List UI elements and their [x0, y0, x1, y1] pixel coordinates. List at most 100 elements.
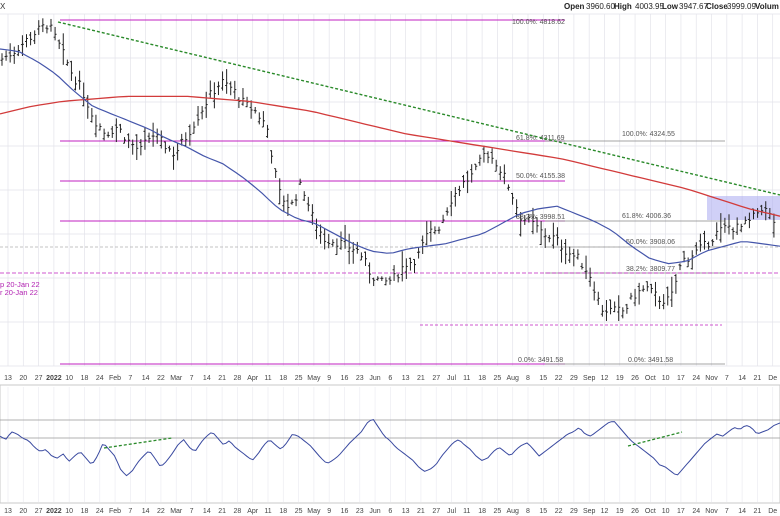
x-tick-label: 27: [432, 375, 440, 382]
fib-label-2: 50.0%: 3908.06: [626, 239, 675, 246]
x-tick-label: 18: [279, 375, 287, 382]
x-tick-label: 25: [295, 375, 303, 382]
x-tick-label: 10: [65, 508, 73, 515]
x-tick-label: Feb: [109, 508, 121, 515]
x-tick-label: 7: [725, 375, 729, 382]
x-tick-label: 12: [601, 508, 609, 515]
fib-label: 61.8%: 4311.69: [516, 135, 565, 142]
x-tick-label: 6: [388, 375, 392, 382]
x-tick-label: 22: [157, 375, 165, 382]
x-tick-label: 15: [539, 375, 547, 382]
low-label: Low: [662, 2, 679, 11]
header-strip: X Open 3960.60 High 4003.95 Low 3947.67 …: [0, 2, 779, 11]
x-tick-label: 15: [539, 508, 547, 515]
x-tick-label: 7: [128, 508, 132, 515]
x-tick-label: 14: [203, 375, 211, 382]
x-tick-label: De: [768, 508, 777, 515]
x-tick-label: 22: [157, 508, 165, 515]
x-tick-label: 19: [616, 508, 624, 515]
x-tick-label: 13: [402, 508, 410, 515]
close-label: Close: [706, 2, 728, 11]
x-tick-label: 10: [65, 375, 73, 382]
x-tick-label: Jun: [369, 375, 380, 382]
fib-label: 38.2%: 3998.51: [516, 214, 565, 221]
volume-label: Volum: [755, 2, 779, 11]
x-tick-label: Feb: [109, 375, 121, 382]
rsi-panel: 13 20 27 2022 10 18 24 Feb 7 14 22 Mar 7 14 21 28 Apr 11 1…: [0, 384, 780, 515]
fib-label: 100.0%: 4818.62: [512, 19, 565, 26]
x-tick-label: 14: [142, 375, 150, 382]
x-tick-label: 22: [555, 508, 563, 515]
x-tick-label: 14: [738, 375, 746, 382]
x-tick-label: 25: [295, 508, 303, 515]
x-tick-label: 8: [526, 375, 530, 382]
x-tick-label: 25: [494, 375, 502, 382]
high-label: High: [614, 2, 632, 11]
x-tick-label: May: [307, 375, 321, 382]
price-x-labels: 13 20 27 2022 10 18 24 Feb 7 14 22 Mar 7 14 21 28 Apr 11 1…: [4, 375, 777, 382]
x-tick-label: 20: [19, 375, 27, 382]
x-tick-label: Jun: [369, 508, 380, 515]
x-tick-label: May: [307, 508, 321, 515]
x-tick-label: 21: [218, 375, 226, 382]
x-tick-label: 11: [463, 508, 470, 515]
x-tick-label: Sep: [583, 375, 596, 382]
x-tick-label: 23: [356, 508, 364, 515]
x-tick-label: 28: [234, 375, 242, 382]
x-tick-label: De: [768, 375, 777, 382]
x-tick-label: 17: [677, 375, 685, 382]
x-tick-label: Apr: [247, 508, 259, 515]
x-tick-label: 27: [35, 508, 43, 515]
ma200-line: [0, 95, 780, 217]
ma50-line: [0, 48, 780, 265]
x-tick-label: Jul: [447, 508, 456, 515]
x-tick-label: 14: [738, 508, 746, 515]
x-tick-label: 2022: [46, 375, 62, 382]
x-tick-label: 17: [677, 508, 685, 515]
x-tick-label: 18: [478, 375, 486, 382]
x-tick-label: 7: [725, 508, 729, 515]
x-tick-label: 2022: [46, 508, 62, 515]
x-tick-label: 28: [234, 508, 242, 515]
x-tick-label: Mar: [170, 508, 183, 515]
high-value: 4003.95: [635, 2, 664, 11]
x-tick-label: 18: [478, 508, 486, 515]
x-tick-label: 21: [417, 508, 425, 515]
fib-label: 50.0%: 4155.38: [516, 173, 565, 180]
x-tick-label: 21: [754, 375, 762, 382]
x-tick-label: 26: [631, 375, 639, 382]
x-tick-label: 24: [692, 508, 700, 515]
fib-label: 0.0%: 3491.58: [518, 357, 563, 364]
close-value: 3999.09: [727, 2, 756, 11]
fib-label-2: 38.2%: 3809.77: [626, 266, 675, 273]
divergence-line-1: [103, 437, 173, 449]
x-tick-label: 21: [218, 508, 226, 515]
x-tick-label: 20: [19, 508, 27, 515]
fib-label-2: 100.0%: 4324.55: [622, 131, 675, 138]
x-tick-label: 25: [494, 508, 502, 515]
x-tick-label: 9: [327, 508, 331, 515]
fib-label-2: 61.8%: 4006.36: [622, 213, 671, 220]
x-tick-label: 16: [341, 508, 349, 515]
x-tick-label: 10: [662, 508, 670, 515]
x-tick-label: Apr: [247, 375, 259, 382]
x-tick-label: Aug: [506, 508, 519, 515]
x-tick-label: 23: [356, 375, 364, 382]
x-tick-label: 11: [264, 508, 271, 515]
x-tick-label: Jul: [447, 375, 456, 382]
x-tick-label: Mar: [170, 375, 183, 382]
x-tick-label: 13: [4, 375, 12, 382]
x-tick-label: 26: [631, 508, 639, 515]
annotation-1: p 20-Jan 22: [0, 280, 40, 289]
x-tick-label: 29: [570, 375, 578, 382]
x-tick-label: 24: [96, 375, 104, 382]
x-tick-label: 18: [279, 508, 287, 515]
x-tick-label: Oct: [645, 508, 656, 515]
x-tick-label: 29: [570, 508, 578, 515]
x-tick-label: 14: [203, 508, 211, 515]
x-tick-label: Nov: [705, 375, 718, 382]
x-tick-label: 8: [526, 508, 530, 515]
x-tick-label: 12: [601, 375, 609, 382]
x-tick-label: 24: [96, 508, 104, 515]
x-tick-label: 6: [388, 508, 392, 515]
